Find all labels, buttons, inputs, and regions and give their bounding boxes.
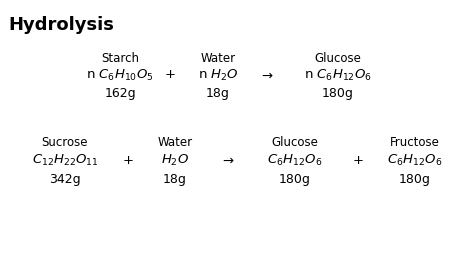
Text: 342g: 342g xyxy=(49,173,81,187)
Text: Glucose: Glucose xyxy=(272,136,319,150)
Text: 180g: 180g xyxy=(279,173,311,187)
Text: $\rightarrow$: $\rightarrow$ xyxy=(220,154,236,166)
Text: $\rightarrow$: $\rightarrow$ xyxy=(259,69,274,81)
Text: +: + xyxy=(164,69,175,81)
Text: $C_6H_{12}O_6$: $C_6H_{12}O_6$ xyxy=(267,152,323,168)
Text: $C_6H_{12}O_6$: $C_6H_{12}O_6$ xyxy=(387,152,443,168)
Text: Water: Water xyxy=(201,51,236,65)
Text: Glucose: Glucose xyxy=(315,51,362,65)
Text: Fructose: Fructose xyxy=(390,136,440,150)
Text: Hydrolysis: Hydrolysis xyxy=(8,16,114,34)
Text: n $H_2O$: n $H_2O$ xyxy=(198,68,238,83)
Text: 18g: 18g xyxy=(206,87,230,99)
Text: n $C_6H_{10}O_5$: n $C_6H_{10}O_5$ xyxy=(86,68,154,83)
Text: +: + xyxy=(353,154,364,166)
Text: $C_{12}H_{22}O_{11}$: $C_{12}H_{22}O_{11}$ xyxy=(32,152,99,168)
Text: Starch: Starch xyxy=(101,51,139,65)
Text: Sucrose: Sucrose xyxy=(42,136,88,150)
Text: 162g: 162g xyxy=(104,87,136,99)
Text: +: + xyxy=(122,154,134,166)
Text: Water: Water xyxy=(157,136,192,150)
Text: n $C_6H_{12}O_6$: n $C_6H_{12}O_6$ xyxy=(304,68,372,83)
Text: 180g: 180g xyxy=(399,173,431,187)
Text: 180g: 180g xyxy=(322,87,354,99)
Text: 18g: 18g xyxy=(163,173,187,187)
Text: $H_2O$: $H_2O$ xyxy=(161,152,189,168)
